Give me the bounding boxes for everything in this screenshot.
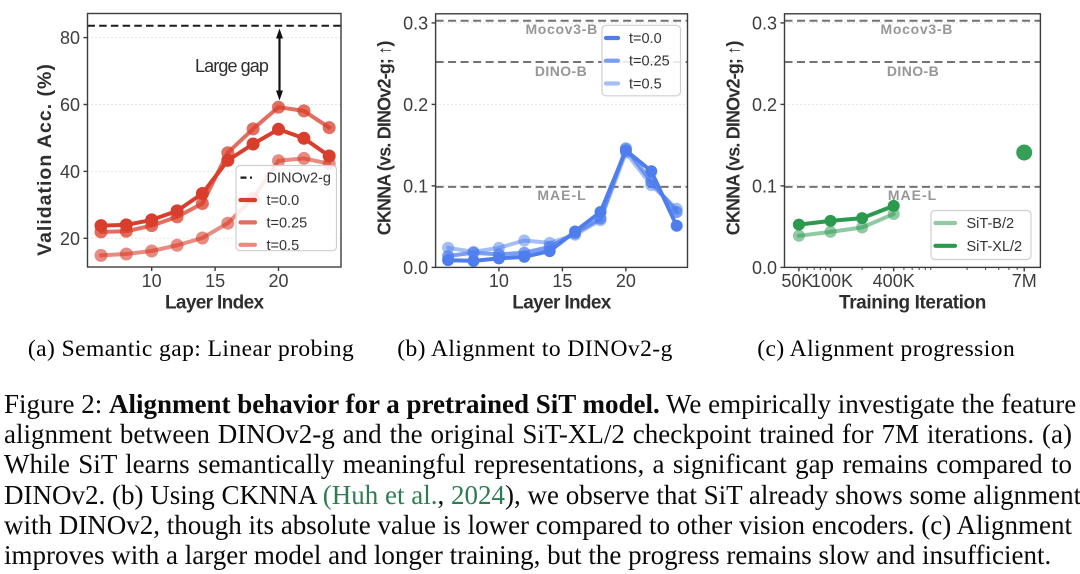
svg-text:0.3: 0.3 [752,13,777,33]
svg-text:t=0.25: t=0.25 [629,54,670,70]
svg-text:400K: 400K [873,271,915,291]
svg-text:t=0.0: t=0.0 [267,193,300,209]
svg-text:60: 60 [60,95,80,115]
svg-text:50K: 50K [781,271,813,291]
svg-text:20: 20 [60,229,80,249]
svg-text:40: 40 [60,162,80,182]
svg-text:SiT-XL/2: SiT-XL/2 [967,239,1023,255]
svg-text:0.0: 0.0 [752,258,777,278]
svg-text:0.1: 0.1 [752,176,777,196]
svg-text:Layer Index: Layer Index [512,293,612,314]
svg-text:t=0.25: t=0.25 [267,215,308,231]
svg-text:DINO-B: DINO-B [535,63,587,79]
svg-text:DINO-B: DINO-B [887,63,939,79]
svg-text:100K: 100K [811,271,853,291]
svg-text:SiT-B/2: SiT-B/2 [967,216,1015,232]
svg-text:20: 20 [268,271,288,291]
svg-text:10: 10 [489,271,509,291]
svg-text:t=0.5: t=0.5 [629,77,662,93]
svg-text:CKNNA (vs. DINOv2-g; ↑): CKNNA (vs. DINOv2-g; ↑) [375,41,395,236]
svg-text:Mocov3-B: Mocov3-B [525,21,598,37]
svg-text:0.2: 0.2 [752,95,777,115]
svg-text:t=0.5: t=0.5 [267,238,300,254]
svg-text:Layer Index: Layer Index [165,293,265,314]
svg-text:Validation Acc. (%): Validation Acc. (%) [34,63,56,256]
svg-text:80: 80 [60,28,80,48]
svg-text:10: 10 [142,271,162,291]
svg-text:0.0: 0.0 [403,258,428,278]
svg-text:7M: 7M [1012,271,1037,291]
svg-text:0.3: 0.3 [403,13,428,33]
svg-text:Training Iteration: Training Iteration [839,293,986,314]
svg-text:15: 15 [205,271,225,291]
svg-text:t=0.0: t=0.0 [629,31,662,47]
svg-text:15: 15 [552,271,572,291]
svg-text:0.1: 0.1 [403,176,428,196]
svg-text:CKNNA (vs. DINOv2-g; ↑): CKNNA (vs. DINOv2-g; ↑) [724,41,744,236]
svg-text:Mocov3-B: Mocov3-B [881,21,954,37]
svg-text:Large gap: Large gap [195,56,269,76]
svg-text:MAE-L: MAE-L [537,187,586,203]
svg-text:MAE-L: MAE-L [888,187,937,203]
svg-text:DINOv2-g: DINOv2-g [267,171,331,187]
svg-text:20: 20 [616,271,636,291]
svg-text:0.2: 0.2 [403,95,428,115]
